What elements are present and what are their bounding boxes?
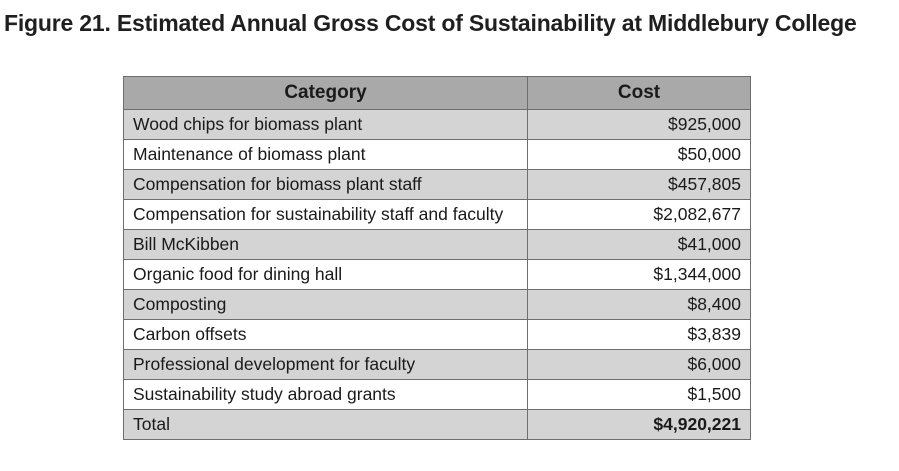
column-header-cost: Cost [527,76,751,110]
table-row: Professional development for faculty $6,… [123,349,751,380]
category-cell: Carbon offsets [123,319,528,350]
cost-cell: $457,805 [527,169,751,200]
category-cell: Compensation for biomass plant staff [123,169,528,200]
table-row: Compensation for biomass plant staff $45… [123,169,751,200]
category-cell: Maintenance of biomass plant [123,139,528,170]
table-row: Compensation for sustainability staff an… [123,199,751,230]
category-cell: Organic food for dining hall [123,259,528,290]
cost-cell: $41,000 [527,229,751,260]
category-cell: Composting [123,289,528,320]
cost-cell: $1,344,000 [527,259,751,290]
category-cell: Compensation for sustainability staff an… [123,199,528,230]
column-header-category: Category [123,76,528,110]
table-row: Wood chips for biomass plant $925,000 [123,109,751,140]
figure-title: Figure 21. Estimated Annual Gross Cost o… [4,10,857,36]
table-row: Composting $8,400 [123,289,751,320]
table-row: Sustainability study abroad grants $1,50… [123,379,751,410]
category-cell: Bill McKibben [123,229,528,260]
table-row: Bill McKibben $41,000 [123,229,751,260]
table-row: Maintenance of biomass plant $50,000 [123,139,751,170]
cost-cell: $1,500 [527,379,751,410]
cost-cell: $6,000 [527,349,751,380]
cost-cell: $50,000 [527,139,751,170]
total-label: Total [123,409,528,440]
table-header-row: Category Cost [123,76,751,110]
table-row: Carbon offsets $3,839 [123,319,751,350]
category-cell: Wood chips for biomass plant [123,109,528,140]
cost-cell: $3,839 [527,319,751,350]
total-cost: $4,920,221 [527,409,751,440]
cost-cell: $2,082,677 [527,199,751,230]
total-row: Total $4,920,221 [123,409,751,440]
table-row: Organic food for dining hall $1,344,000 [123,259,751,290]
category-cell: Professional development for faculty [123,349,528,380]
cost-table: Category Cost Wood chips for biomass pla… [123,76,751,440]
cost-cell: $925,000 [527,109,751,140]
cost-cell: $8,400 [527,289,751,320]
category-cell: Sustainability study abroad grants [123,379,528,410]
